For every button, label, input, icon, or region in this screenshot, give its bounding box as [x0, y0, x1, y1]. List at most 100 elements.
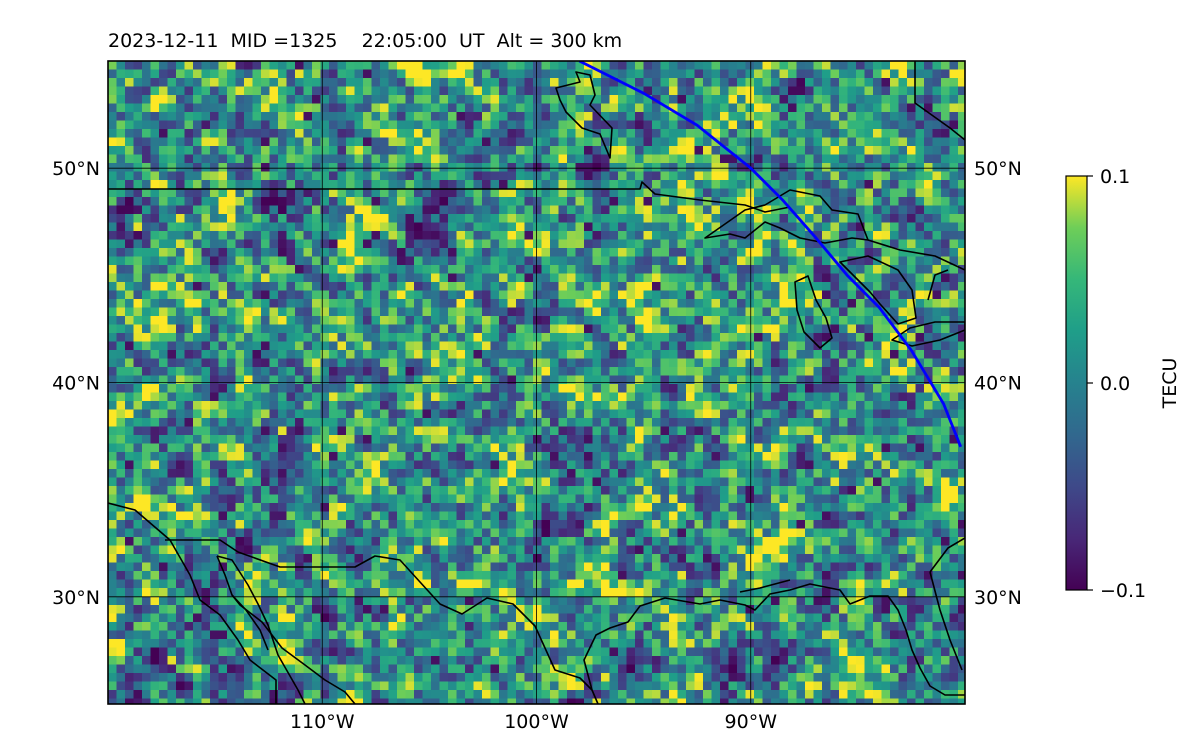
heatmap-cell: [847, 469, 857, 479]
heatmap-cell: [116, 78, 126, 88]
heatmap-cell: [371, 146, 381, 156]
heatmap-cell: [567, 103, 577, 113]
heatmap-cell: [414, 248, 424, 258]
heatmap-cell: [771, 392, 781, 402]
heatmap-cell: [439, 350, 449, 360]
heatmap-cell: [881, 324, 891, 334]
heatmap-cell: [269, 426, 279, 436]
heatmap-cell: [567, 401, 577, 411]
heatmap-cell: [737, 333, 747, 343]
heatmap-cell: [125, 435, 135, 445]
heatmap-cell: [439, 273, 449, 283]
heatmap-cell: [473, 197, 483, 207]
heatmap-cell: [465, 171, 475, 181]
heatmap-cell: [830, 69, 840, 79]
heatmap-cell: [227, 409, 237, 419]
heatmap-cell: [159, 171, 169, 181]
heatmap-cell: [677, 435, 687, 445]
heatmap-cell: [839, 120, 849, 130]
heatmap-cell: [210, 129, 220, 139]
heatmap-cell: [847, 103, 857, 113]
heatmap-cell: [720, 443, 730, 453]
heatmap-cell: [592, 248, 602, 258]
heatmap-cell: [873, 265, 883, 275]
heatmap-cell: [839, 452, 849, 462]
heatmap-cell: [694, 307, 704, 317]
heatmap-cell: [397, 341, 407, 351]
heatmap-cell: [278, 341, 288, 351]
heatmap-cell: [490, 146, 500, 156]
heatmap-cell: [150, 401, 160, 411]
heatmap-cell: [465, 239, 475, 249]
heatmap-cell: [711, 307, 721, 317]
heatmap-cell: [176, 426, 186, 436]
heatmap-cell: [252, 452, 262, 462]
heatmap-cell: [788, 392, 798, 402]
heatmap-cell: [278, 205, 288, 215]
heatmap-cell: [388, 384, 398, 394]
heatmap-cell: [830, 341, 840, 351]
heatmap-cell: [286, 409, 296, 419]
heatmap-cell: [337, 350, 347, 360]
heatmap-cell: [465, 333, 475, 343]
heatmap-cell: [159, 248, 169, 258]
heatmap-cell: [533, 180, 543, 190]
heatmap-cell: [669, 452, 679, 462]
heatmap-cell: [584, 452, 594, 462]
heatmap-cell: [941, 61, 951, 71]
heatmap-cell: [235, 188, 245, 198]
heatmap-cell: [567, 154, 577, 164]
heatmap-cell: [847, 367, 857, 377]
heatmap-cell: [218, 180, 228, 190]
heatmap-cell: [456, 443, 466, 453]
heatmap-cell: [686, 375, 696, 385]
heatmap-cell: [762, 418, 772, 428]
heatmap-cell: [380, 239, 390, 249]
heatmap-cell: [397, 265, 407, 275]
heatmap-cell: [728, 273, 738, 283]
heatmap-cell: [405, 129, 415, 139]
heatmap-cell: [465, 231, 475, 241]
heatmap-cell: [771, 129, 781, 139]
heatmap-cell: [261, 435, 271, 445]
heatmap-cell: [533, 409, 543, 419]
heatmap-cell: [167, 69, 177, 79]
heatmap-cell: [915, 324, 925, 334]
heatmap-cell: [371, 248, 381, 258]
heatmap-cell: [609, 426, 619, 436]
heatmap-cell: [720, 239, 730, 249]
heatmap-cell: [601, 282, 611, 292]
heatmap-cell: [422, 290, 432, 300]
heatmap-cell: [711, 401, 721, 411]
heatmap-cell: [873, 409, 883, 419]
heatmap-cell: [252, 341, 262, 351]
heatmap-cell: [541, 282, 551, 292]
heatmap-cell: [958, 282, 965, 292]
heatmap-cell: [499, 112, 509, 122]
heatmap-cell: [380, 409, 390, 419]
heatmap-cell: [261, 392, 271, 402]
heatmap-cell: [201, 392, 211, 402]
heatmap-cell: [507, 129, 517, 139]
heatmap-cell: [261, 375, 271, 385]
heatmap-cell: [779, 350, 789, 360]
heatmap-cell: [210, 358, 220, 368]
heatmap-cell: [286, 137, 296, 147]
heatmap-cell: [482, 477, 492, 487]
heatmap-cell: [252, 69, 262, 79]
heatmap-cell: [584, 103, 594, 113]
heatmap-cell: [847, 452, 857, 462]
heatmap-cell: [669, 112, 679, 122]
heatmap-cell: [414, 205, 424, 215]
heatmap-cell: [822, 231, 832, 241]
heatmap-cell: [201, 299, 211, 309]
heatmap-cell: [592, 401, 602, 411]
heatmap-cell: [728, 129, 738, 139]
heatmap-cell: [354, 188, 364, 198]
heatmap-cell: [932, 358, 942, 368]
heatmap-cell: [261, 180, 271, 190]
heatmap-cell: [890, 282, 900, 292]
heatmap-cell: [898, 222, 908, 232]
heatmap-cell: [652, 460, 662, 470]
heatmap-cell: [507, 333, 517, 343]
